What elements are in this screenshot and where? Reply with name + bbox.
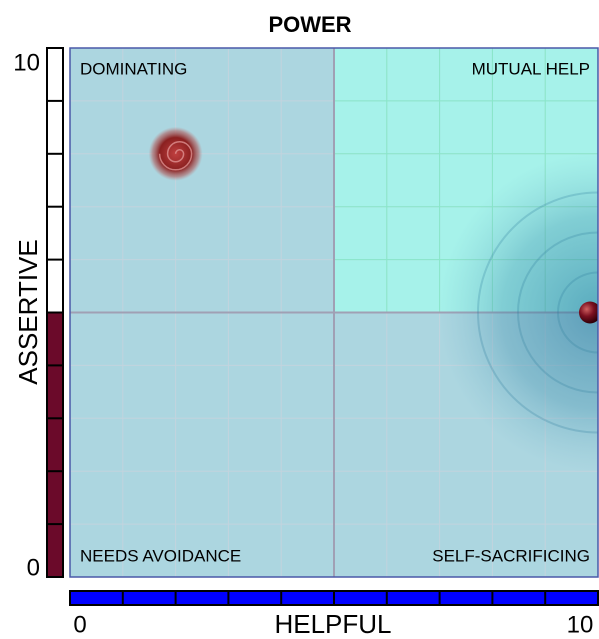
y-tick-label: 0 <box>27 554 40 581</box>
sphere-ring <box>557 271 598 354</box>
x-tick-label: 0 <box>73 611 86 638</box>
plot-area <box>70 48 598 577</box>
x-tick-label: 10 <box>567 611 594 638</box>
chart-title: POWER <box>268 12 351 37</box>
sphere-ring <box>477 191 598 434</box>
influence-sphere <box>438 152 598 473</box>
target-spiral <box>158 141 193 171</box>
sphere-ring <box>517 231 598 394</box>
quadrant-label: DOMINATING <box>80 59 187 78</box>
quadrant-label: MUTUAL HELP <box>472 59 590 78</box>
y-axis-label: ASSERTIVE <box>13 239 43 384</box>
assertive-bar <box>46 311 64 578</box>
current-point <box>579 301 598 324</box>
y-tick-label: 10 <box>13 49 40 76</box>
x-axis-label: HELPFUL <box>274 609 391 639</box>
plot-border <box>69 47 599 578</box>
quadrant-label: NEEDS AVOIDANCE <box>80 546 241 565</box>
quadrant-label: SELF-SACRIFICING <box>432 546 590 565</box>
overlay: DOMINATING MUTUAL HELP NEEDS AVOIDANCE SELF… <box>13 47 599 638</box>
